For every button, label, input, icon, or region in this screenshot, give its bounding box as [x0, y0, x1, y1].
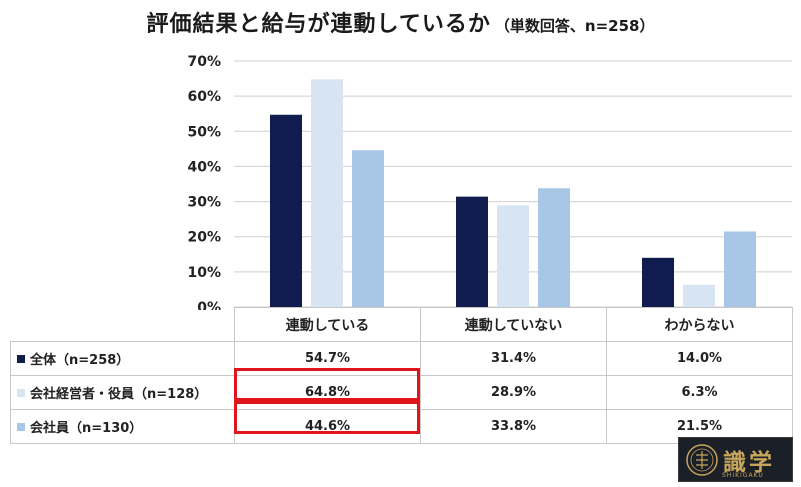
bar-chart: 0% 10% 20% 30% 40% 50% 60% 70% [187, 54, 792, 310]
legend-label: 会社経営者・役員（n=128） [30, 387, 208, 402]
bar [724, 231, 756, 307]
y-tick-label: 40% [187, 159, 221, 175]
logo-subtext: SHIKIGAKU [722, 472, 764, 479]
bar [352, 150, 384, 307]
highlight-box-executives [234, 368, 420, 401]
table-row: 会社経営者・役員（n=128） 64.8% 28.9% 6.3% [10, 375, 793, 410]
y-tick-label: 10% [187, 265, 221, 281]
data-table: 連動している 連動していない わからない 全体（n=258） 54.7% 31.4% 14.… [10, 307, 793, 444]
chart-title: 評価結果と給与が連動しているか （単数回答、n=258） [0, 6, 801, 38]
legend-color-key [17, 389, 25, 397]
table-corner [10, 307, 235, 342]
table-row: 全体（n=258） 54.7% 31.4% 14.0% [10, 341, 793, 376]
y-tick-label: 0% [197, 300, 221, 310]
bar [538, 188, 570, 307]
legend-entry: 全体（n=258） [10, 341, 235, 376]
chart-title-main: 評価結果と給与が連動しているか [146, 12, 491, 37]
data-label: 6.3% [606, 375, 793, 410]
y-tick-label: 70% [187, 54, 221, 70]
data-label: 44.6% [234, 409, 421, 444]
logo-seal-icon [686, 444, 718, 476]
bar [683, 284, 715, 307]
y-tick-label: 50% [187, 124, 221, 140]
highlight-box-employees [234, 401, 420, 434]
legend-color-key [17, 355, 25, 363]
logo-text: 識学 [723, 449, 775, 476]
y-tick-label: 60% [187, 89, 221, 105]
data-label: 28.9% [420, 375, 607, 410]
y-tick-label: 20% [187, 230, 221, 246]
bar [497, 205, 529, 307]
x-tick-label: わからない [606, 307, 793, 342]
data-label: 31.4% [420, 341, 607, 376]
legend-entry: 会社員（n=130） [10, 409, 235, 444]
data-label: 14.0% [606, 341, 793, 376]
legend-label: 全体（n=258） [30, 353, 130, 368]
bar [642, 257, 674, 307]
chart-title-sub: （単数回答、n=258） [494, 17, 655, 35]
legend-entry: 会社経営者・役員（n=128） [10, 375, 235, 410]
x-tick-label: 連動していない [420, 307, 607, 342]
legend-label: 会社員（n=130） [30, 421, 143, 436]
table-header-row: 連動している 連動していない わからない [10, 307, 793, 342]
x-tick-label: 連動している [234, 307, 421, 342]
bar [270, 114, 302, 307]
data-label: 33.8% [420, 409, 607, 444]
data-label: 64.8% [234, 375, 421, 410]
y-tick-label: 30% [187, 195, 221, 211]
legend-color-key [17, 423, 25, 431]
shikigaku-logo: 識学 SHIKIGAKU [678, 437, 793, 482]
table-row: 会社員（n=130） 44.6% 33.8% 21.5% [10, 409, 793, 444]
bar [456, 196, 488, 307]
bar [311, 79, 343, 307]
